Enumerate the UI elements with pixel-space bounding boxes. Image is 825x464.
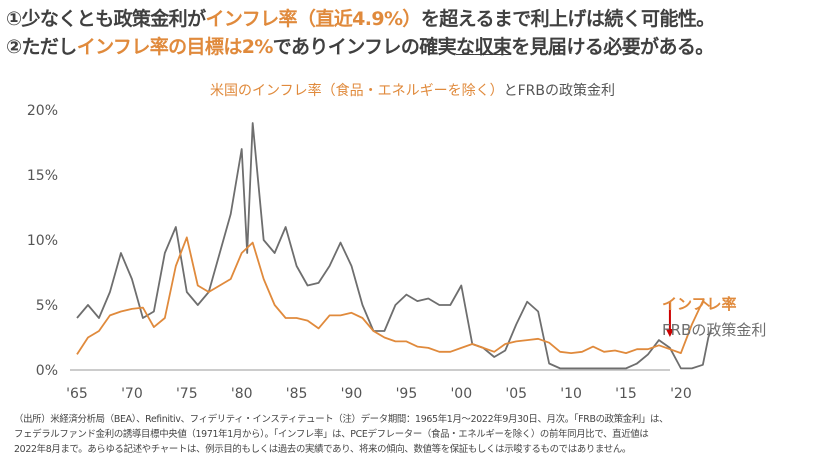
y-tick-label: 15% <box>27 168 58 184</box>
y-tick-label: 20% <box>27 103 58 119</box>
chart-svg: 0% 5% 10% 15% 20% '65 '70 '75 '80 '85 '90 '95 '00 '05… <box>27 103 766 402</box>
headline-2: ②ただしインフレ率の目標は2%でありインフレの確実な収束を見届ける必要がある。 <box>6 32 714 59</box>
y-tick-label: 5% <box>36 298 58 314</box>
note-line: 2022年8月まで。あらゆる記述やチャートは、例示目的もしくは過去の実績であり、… <box>14 444 631 455</box>
x-tick-label: '95 <box>396 386 418 402</box>
headline-text: な <box>456 36 475 58</box>
chart-title-gray: とFRBの政策金利 <box>503 83 615 99</box>
legend-inflation: インフレ率 <box>662 295 737 313</box>
headline-text: ①少なくとも政策金利が <box>6 8 206 30</box>
x-tick-label: '90 <box>341 386 363 402</box>
x-tick-label: '80 <box>231 386 253 402</box>
headline-highlight: インフレ率の目標は2% <box>76 36 274 58</box>
headline-highlight: インフレ率（直近4.9%） <box>205 8 422 30</box>
headline-text: ②ただし <box>6 36 77 58</box>
x-tick-label: '20 <box>670 386 692 402</box>
note-line: （出所）米経済分析局（BEA）、Refinitiv、フィデリティ・インスティテュ… <box>14 414 669 425</box>
chart-title: 米国のインフレ率（食品・エネルギーを除く）とFRBの政策金利 <box>0 80 825 100</box>
source-note: （出所）米経済分析局（BEA）、Refinitiv、フィデリティ・インスティテュ… <box>14 412 668 457</box>
x-tick-label: '70 <box>121 386 143 402</box>
headline-1: ①少なくとも政策金利がインフレ率（直近4.9%）を超えるまで利上げは続く可能性。 <box>6 4 715 31</box>
arrow-head-icon <box>665 329 674 337</box>
legend-fed-rate: FRBの政策金利 <box>662 321 766 339</box>
x-tick-label: '05 <box>505 386 527 402</box>
x-tick-label: '75 <box>176 386 198 402</box>
series-line <box>76 122 712 370</box>
x-tick-label: '10 <box>560 386 582 402</box>
x-tick-label: '15 <box>615 386 637 402</box>
chart-title-orange: 米国のインフレ率（食品・エネルギーを除く） <box>210 83 504 99</box>
y-tick-label: 0% <box>36 363 58 379</box>
x-tick-label: '65 <box>66 386 88 402</box>
headline-text: でありインフレの確実 <box>272 36 457 58</box>
note-line: フェデラルファンド金利の誘導目標中央値（1971年1月から）。「インフレ率」は、… <box>14 429 649 440</box>
x-tick-label: '85 <box>286 386 308 402</box>
y-tick-label: 10% <box>27 233 58 249</box>
headline-underlined: 収束 <box>474 36 512 58</box>
headline-text: を超えるまで利上げは続く可能性。 <box>420 8 715 30</box>
series-line <box>76 236 711 355</box>
x-tick-label: '00 <box>450 386 472 402</box>
headline-text: を見届ける必要がある。 <box>511 36 714 58</box>
